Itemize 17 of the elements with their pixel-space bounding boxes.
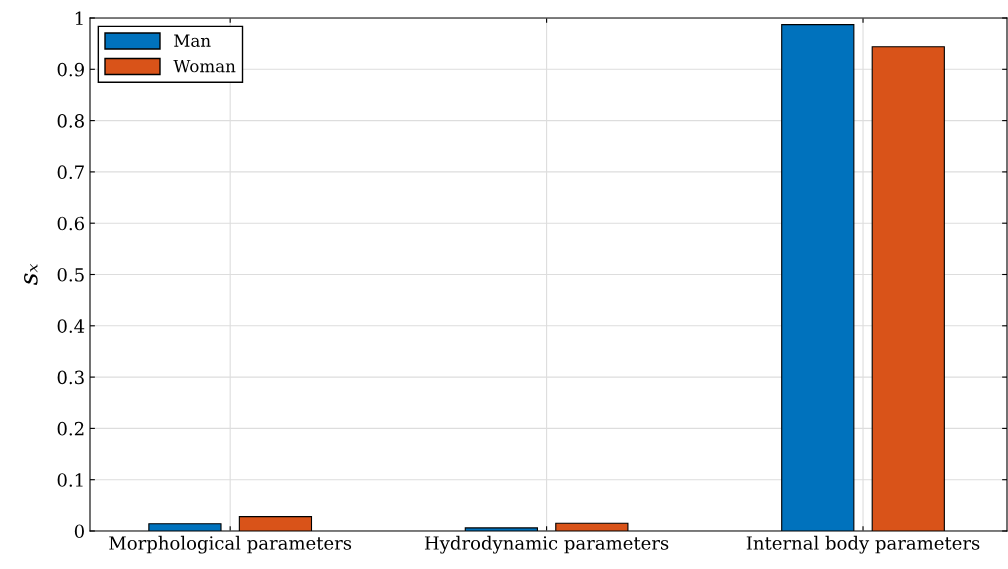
y-axis-title: sₓ xyxy=(24,263,38,286)
y-tick-label: 0.8 xyxy=(57,114,84,128)
legend-label: Man xyxy=(174,34,211,47)
x-tick-label: Hydrodynamic parameters xyxy=(424,535,669,554)
x-tick-label: Morphological parameters xyxy=(109,535,352,554)
y-tick-label: 0.5 xyxy=(57,267,84,282)
y-tick-label: 0.1 xyxy=(57,473,83,487)
y-tick-label: 0 xyxy=(74,524,84,539)
x-tick-label: Internal body parameters xyxy=(746,535,980,554)
legend-label: Woman xyxy=(173,59,236,73)
y-tick-label: 1 xyxy=(75,11,83,25)
y-tick-label: 0.4 xyxy=(57,319,85,333)
y-tick-label: 0.9 xyxy=(57,62,84,77)
y-tick-label: 0.6 xyxy=(57,216,84,231)
y-tick-label: 0.2 xyxy=(57,421,84,436)
y-tick-label: 0.3 xyxy=(57,370,84,385)
y-tick-label: 0.7 xyxy=(57,165,84,180)
